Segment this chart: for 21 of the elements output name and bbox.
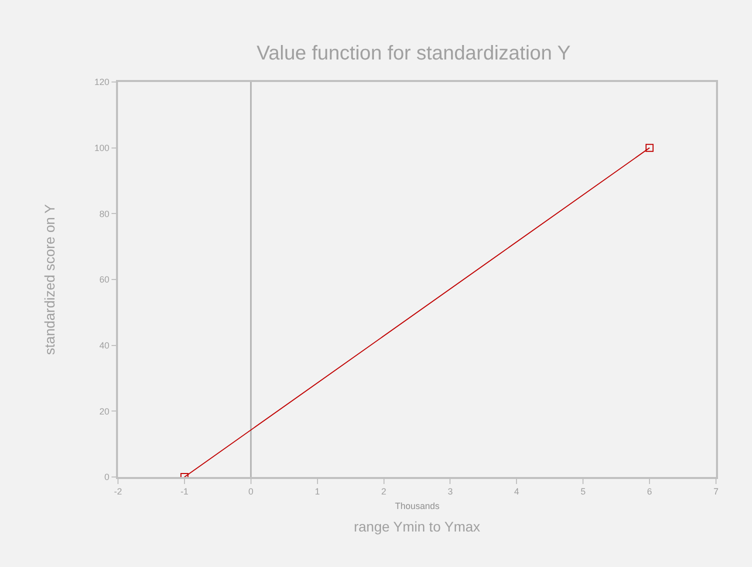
y-tick-label: 120 xyxy=(94,77,110,88)
x-tick-label: -1 xyxy=(180,486,188,497)
chart-title: Value function for standardization Y xyxy=(256,42,571,64)
x-tick-label: 7 xyxy=(713,486,719,497)
x-tick-label: 6 xyxy=(647,486,652,497)
y-tick-label: 80 xyxy=(99,208,110,219)
y-tick-label: 0 xyxy=(104,472,110,482)
y-axis-title: standardized score on Y xyxy=(42,203,58,355)
x-tick-label: 2 xyxy=(381,486,386,497)
y-tick-label: 40 xyxy=(99,340,110,350)
x-tick-label: 5 xyxy=(580,486,586,497)
text: Thousands xyxy=(395,501,440,511)
x-axis-title: range Ymin to Ymax xyxy=(354,518,480,534)
y-tick-label: 60 xyxy=(99,274,110,285)
x-tick-label: -2 xyxy=(114,486,122,497)
x-tick-label: 3 xyxy=(448,486,453,497)
x-tick-label: 1 xyxy=(314,486,320,497)
y-tick-label: 100 xyxy=(94,142,110,153)
x-tick-label: 0 xyxy=(248,486,254,497)
x-tick-label: 4 xyxy=(514,486,520,497)
y-tick-label: 20 xyxy=(99,406,110,416)
